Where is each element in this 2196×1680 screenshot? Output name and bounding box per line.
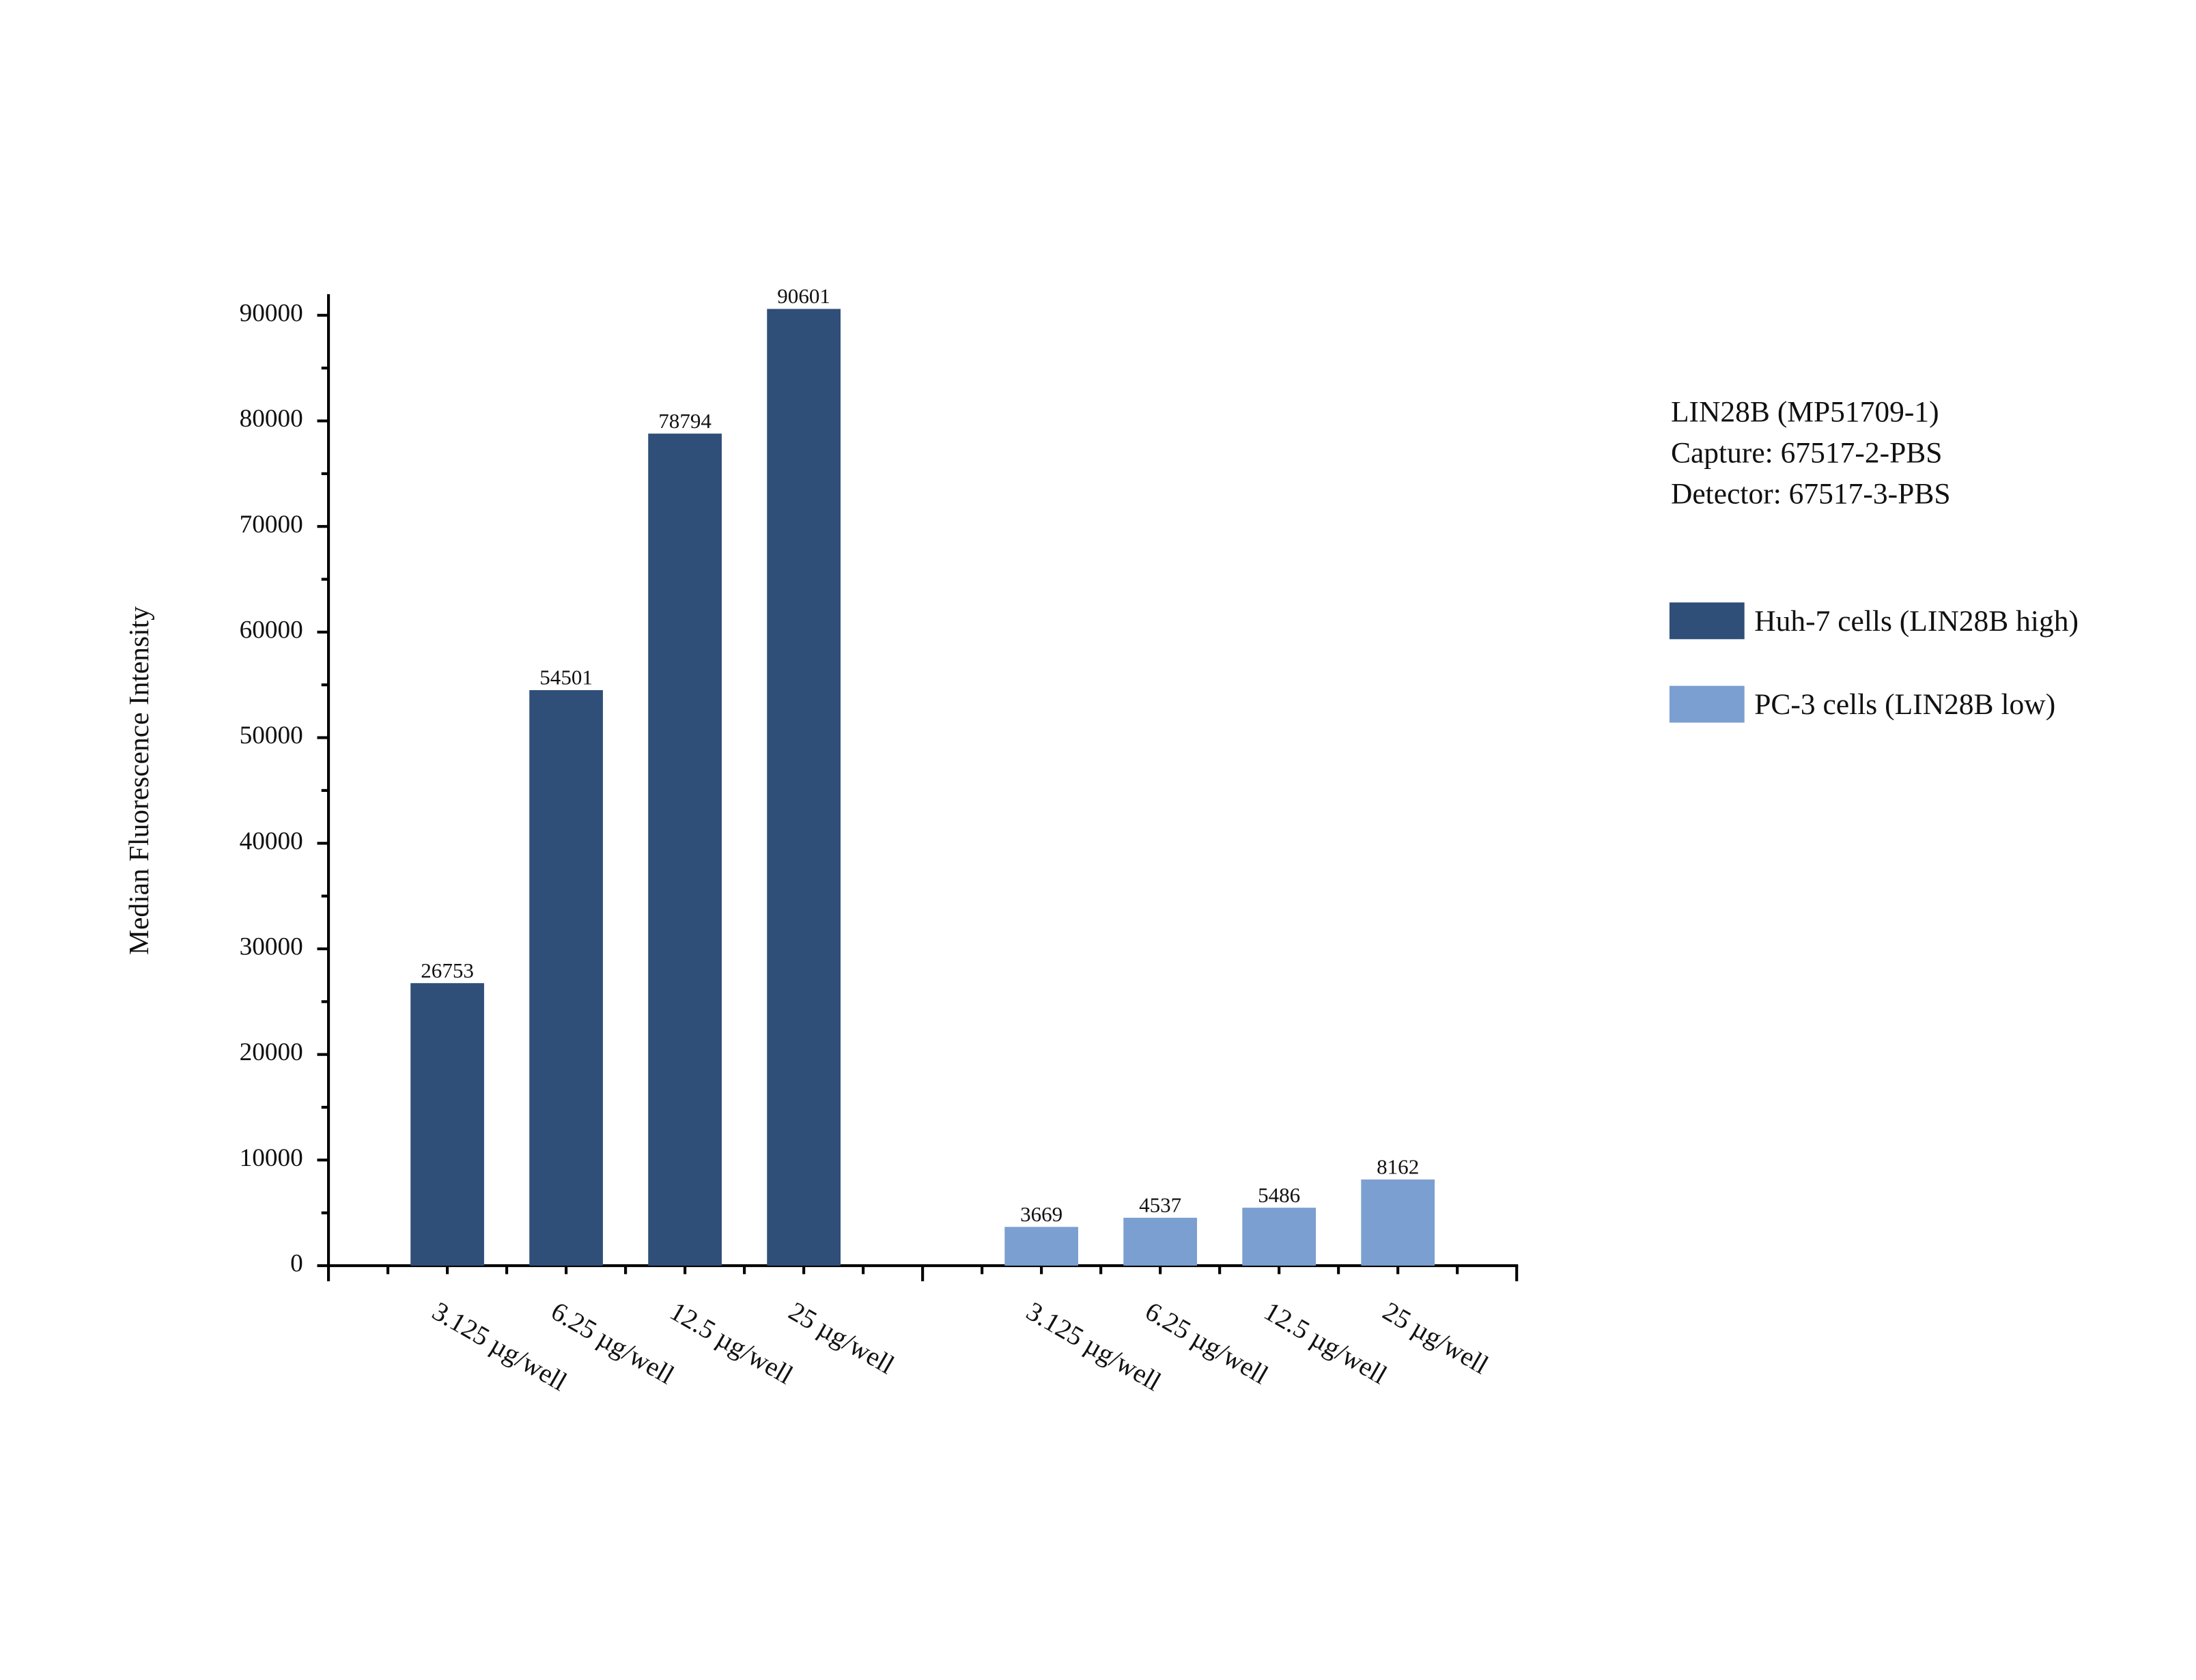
bar <box>1123 1217 1198 1266</box>
legend-label: Huh-7 cells (LIN28B high) <box>1754 605 2079 638</box>
annotation: LIN28B (MP51709-1) <box>1671 395 1939 428</box>
annotation: Capture: 67517-2-PBS <box>1671 436 1943 469</box>
value-label: 5486 <box>1258 1183 1300 1207</box>
x-tick-label: 12.5 µg/well <box>665 1296 798 1390</box>
value-label: 3669 <box>1020 1202 1062 1226</box>
bar <box>1242 1208 1317 1266</box>
y-tick-label: 60000 <box>240 616 303 644</box>
x-tick-label: 25 µg/well <box>784 1296 899 1380</box>
value-label: 4537 <box>1139 1193 1181 1217</box>
value-label: 8162 <box>1377 1154 1419 1178</box>
bar <box>529 689 603 1266</box>
y-axis-label: Median Fluorescence Intensity <box>123 606 154 955</box>
y-tick-label: 50000 <box>240 722 303 750</box>
x-tick-label: 3.125 µg/well <box>427 1296 572 1397</box>
y-tick-label: 90000 <box>240 299 303 327</box>
value-label: 54501 <box>539 666 593 689</box>
y-tick-label: 40000 <box>240 827 303 855</box>
y-tick-label: 10000 <box>240 1144 303 1172</box>
value-label: 90601 <box>777 284 830 308</box>
value-label: 26753 <box>421 958 474 982</box>
bar <box>410 983 484 1266</box>
y-tick-label: 70000 <box>240 511 303 539</box>
y-tick-label: 20000 <box>240 1038 303 1066</box>
x-tick-label: 25 µg/well <box>1378 1296 1493 1380</box>
y-tick-label: 30000 <box>240 933 303 961</box>
bar <box>1361 1179 1435 1266</box>
value-label: 78794 <box>658 409 712 433</box>
bar <box>1004 1227 1078 1266</box>
legend-swatch <box>1669 685 1745 723</box>
bar <box>767 309 841 1266</box>
annotation: Detector: 67517-3-PBS <box>1671 477 1951 510</box>
legend-label: PC-3 cells (LIN28B low) <box>1754 688 2055 721</box>
legend-swatch <box>1669 602 1745 640</box>
x-tick-label: 3.125 µg/well <box>1022 1296 1166 1397</box>
bar <box>648 433 722 1266</box>
y-tick-label: 0 <box>290 1250 303 1278</box>
y-tick-label: 80000 <box>240 405 303 433</box>
x-tick-label: 12.5 µg/well <box>1259 1296 1392 1390</box>
